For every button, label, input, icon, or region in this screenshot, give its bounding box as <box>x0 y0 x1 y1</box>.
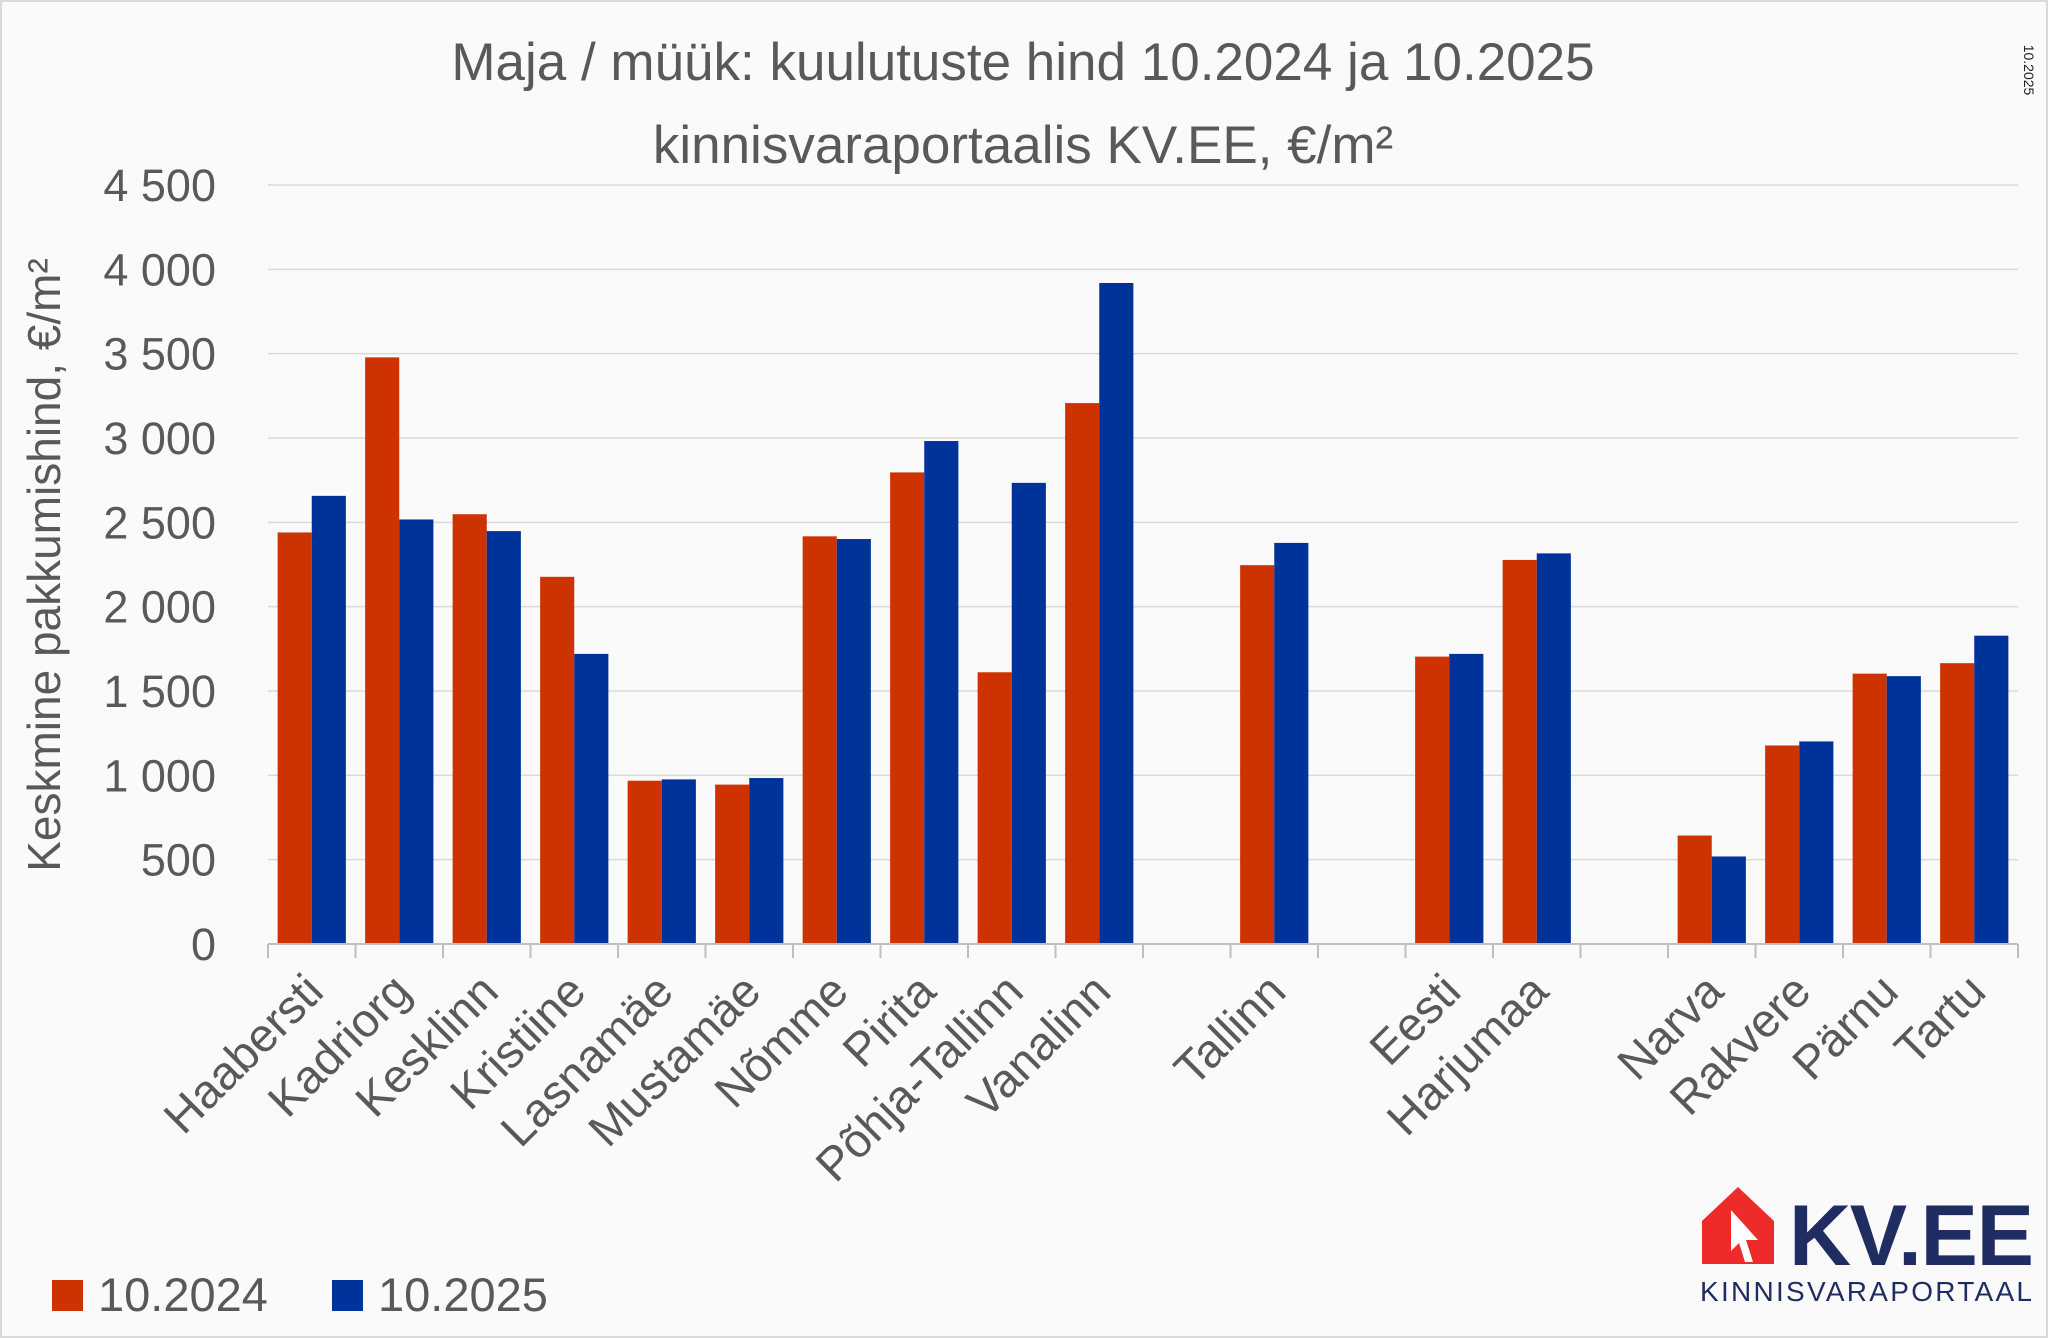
bar-no-mme-10-2024 <box>802 536 837 944</box>
bar-eesti-10-2025 <box>1449 653 1484 944</box>
bar-kadriorg-10-2024 <box>365 357 400 944</box>
bar-eesti-10-2024 <box>1415 656 1450 944</box>
bar-kesklinn-10-2025 <box>486 531 521 944</box>
bar-vanalinn-10-2024 <box>1065 403 1100 944</box>
y-tick-label: 1 500 <box>103 666 216 717</box>
logo-tagline: KINNISVARAPORTAAL <box>1700 1276 2032 1307</box>
logo-text: KV.EE <box>1789 1188 2034 1284</box>
bar-lasnama-e-10-2025 <box>661 779 696 944</box>
date-stamp: 10.2025 <box>2021 45 2037 96</box>
bar-no-mme-10-2025 <box>836 539 871 944</box>
axes <box>267 943 2019 958</box>
bar-po-hja-tallinn-10-2025 <box>1011 482 1046 944</box>
cursor-arrow-icon <box>1731 1210 1758 1262</box>
y-tick-label: 4 500 <box>103 160 216 211</box>
bar-kesklinn-10-2024 <box>452 514 487 944</box>
bar-kristiine-10-2025 <box>574 653 609 944</box>
bar-pa-rnu-10-2025 <box>1886 676 1921 944</box>
bar-lasnama-e-10-2024 <box>627 780 662 944</box>
bars <box>277 282 2009 944</box>
bar-haabersti-10-2024 <box>277 532 312 944</box>
y-tick-label: 2 000 <box>103 582 216 633</box>
bar-mustama-e-10-2024 <box>715 784 750 944</box>
bar-tartu-10-2025 <box>1974 635 2009 944</box>
chart-title: Maja / müük: kuulutuste hind 10.2024 ja … <box>451 33 1594 92</box>
legend-swatch-10-2025 <box>332 1280 363 1311</box>
legend-label-10-2025: 10.2025 <box>378 1268 548 1321</box>
bar-pirita-10-2025 <box>924 441 959 944</box>
bar-tallinn-10-2024 <box>1240 565 1275 944</box>
y-tick-label: 0 <box>191 919 216 970</box>
y-tick-label: 3 000 <box>103 413 216 464</box>
kv-ee-logo: KV.EE KINNISVARAPORTAAL <box>1700 1187 2034 1307</box>
bar-pirita-10-2024 <box>890 472 925 944</box>
y-tick-label: 500 <box>141 835 216 886</box>
bar-kadriorg-10-2025 <box>399 519 434 944</box>
y-tick-label: 1 000 <box>103 750 216 801</box>
bar-vanalinn-10-2025 <box>1099 282 1134 944</box>
bar-narva-10-2025 <box>1711 856 1746 944</box>
legend-item-10-2025: 10.2025 <box>332 1268 548 1321</box>
y-tick-label: 4 000 <box>103 244 216 295</box>
y-tick-label: 2 500 <box>103 497 216 548</box>
bar-rakvere-10-2025 <box>1799 741 1834 944</box>
bar-po-hja-tallinn-10-2024 <box>977 672 1012 944</box>
bar-pa-rnu-10-2024 <box>1852 673 1887 944</box>
bar-harjumaa-10-2024 <box>1502 559 1537 944</box>
bar-harjumaa-10-2025 <box>1536 553 1571 944</box>
y-axis-label: Keskmine pakkumishind, €/m² <box>18 258 70 872</box>
legend: 10.2024 10.2025 <box>52 1268 548 1321</box>
bar-rakvere-10-2024 <box>1765 745 1800 944</box>
legend-item-10-2024: 10.2024 <box>52 1268 268 1321</box>
y-tick-label: 3 500 <box>103 329 216 380</box>
bar-kristiine-10-2024 <box>540 576 575 944</box>
legend-label-10-2024: 10.2024 <box>98 1268 268 1321</box>
bar-narva-10-2024 <box>1677 835 1712 944</box>
bar-tallinn-10-2025 <box>1274 542 1309 944</box>
legend-swatch-10-2024 <box>52 1280 83 1311</box>
bar-tartu-10-2024 <box>1940 663 1975 944</box>
bar-mustama-e-10-2025 <box>749 778 784 944</box>
chart-subtitle: kinnisvaraportaalis KV.EE, €/m² <box>653 116 1393 175</box>
bar-haabersti-10-2025 <box>311 495 346 944</box>
